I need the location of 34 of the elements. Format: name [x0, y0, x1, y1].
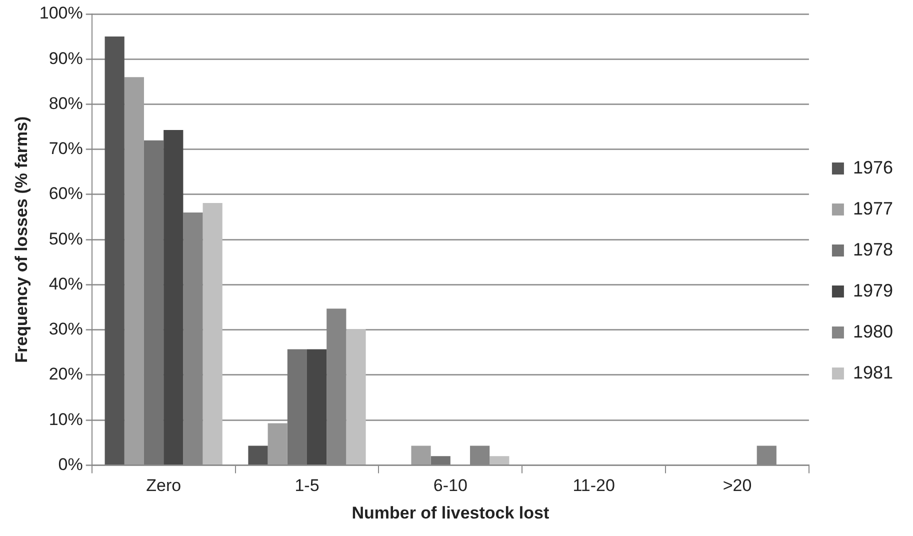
- y-tick-label: 80%: [48, 94, 83, 113]
- y-tick-label: 60%: [48, 184, 83, 204]
- x-axis-title: Number of livestock lost: [352, 503, 550, 522]
- y-tick-label: 40%: [48, 274, 83, 294]
- bar: [248, 446, 268, 464]
- y-tick-label: 0%: [58, 454, 83, 474]
- y-tick-label: 30%: [48, 320, 83, 339]
- y-tick-label: 50%: [48, 229, 83, 248]
- x-tick-label: Zero: [146, 476, 182, 496]
- legend-label: 1976: [852, 157, 894, 178]
- y-tick-label: 20%: [48, 364, 83, 384]
- x-tick-label: 6-10: [433, 476, 468, 496]
- bar: [104, 36, 124, 464]
- bar: [490, 456, 510, 464]
- y-tick-label: 70%: [48, 139, 83, 158]
- legend-label: 1979: [852, 280, 894, 300]
- bar: [144, 140, 164, 464]
- x-tick-label: >20: [722, 476, 752, 496]
- legend-label: 1978: [852, 239, 894, 260]
- y-tick-label: 90%: [48, 48, 83, 68]
- bar: [307, 349, 327, 464]
- y-tick-label: 100%: [39, 4, 83, 23]
- bar: [202, 203, 222, 464]
- legend-label: 1980: [852, 321, 894, 342]
- legend-label: 1981: [852, 362, 894, 382]
- bar: [430, 456, 450, 464]
- x-tick-label: 11-20: [572, 476, 615, 496]
- legend-label: 1977: [852, 198, 894, 218]
- y-tick-label: 10%: [48, 410, 83, 429]
- bar: [164, 130, 184, 464]
- x-tick-label: 1-5: [294, 476, 320, 496]
- y-axis-title: Frequency of losses (% farms): [12, 116, 31, 363]
- bar: [287, 349, 308, 464]
- bar: [346, 328, 366, 464]
